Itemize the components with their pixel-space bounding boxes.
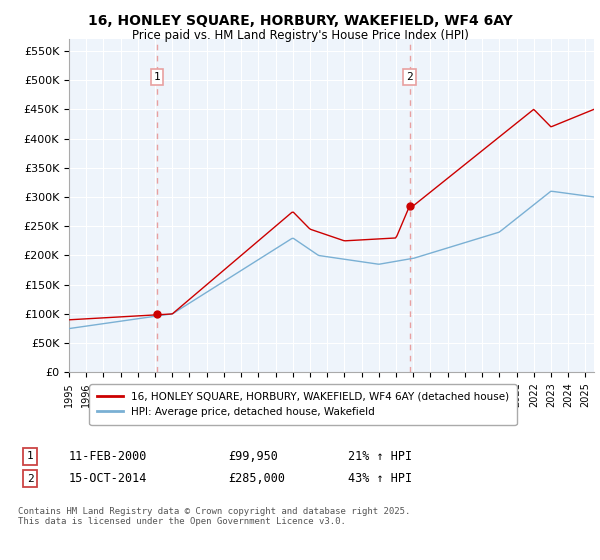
Legend: 16, HONLEY SQUARE, HORBURY, WAKEFIELD, WF4 6AY (detached house), HPI: Average pr: 16, HONLEY SQUARE, HORBURY, WAKEFIELD, W…: [89, 385, 517, 424]
Text: £99,950: £99,950: [228, 450, 278, 463]
Text: Contains HM Land Registry data © Crown copyright and database right 2025.
This d: Contains HM Land Registry data © Crown c…: [18, 507, 410, 526]
Text: £285,000: £285,000: [228, 472, 285, 486]
Text: Price paid vs. HM Land Registry's House Price Index (HPI): Price paid vs. HM Land Registry's House …: [131, 29, 469, 42]
Text: 15-OCT-2014: 15-OCT-2014: [69, 472, 148, 486]
Text: 2: 2: [26, 474, 34, 484]
Text: 16, HONLEY SQUARE, HORBURY, WAKEFIELD, WF4 6AY: 16, HONLEY SQUARE, HORBURY, WAKEFIELD, W…: [88, 14, 512, 28]
Text: 1: 1: [154, 72, 160, 82]
Text: 21% ↑ HPI: 21% ↑ HPI: [348, 450, 412, 463]
Text: 1: 1: [26, 451, 34, 461]
Text: 43% ↑ HPI: 43% ↑ HPI: [348, 472, 412, 486]
Text: 11-FEB-2000: 11-FEB-2000: [69, 450, 148, 463]
Text: 2: 2: [406, 72, 413, 82]
